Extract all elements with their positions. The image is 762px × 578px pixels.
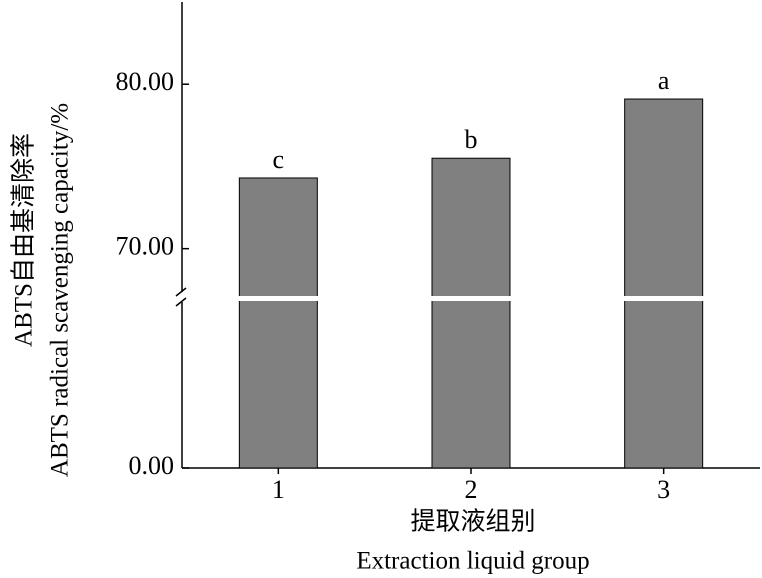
bar [624,98,704,469]
y-tick-label: 0.00 [129,451,175,480]
y-tick-label: 70.00 [116,232,175,261]
x-tick-label: 1 [272,475,285,504]
axis-break [175,297,187,307]
x-axis-title: Extraction liquid group [356,548,589,575]
bar-break-gap [238,296,319,301]
bar-break-gap [623,296,704,301]
significance-letter: a [658,66,670,95]
bar [431,157,511,469]
bar [238,177,318,469]
y-axis-title: ABTS自由基清除率 [10,133,38,347]
significance-letter: c [273,145,285,174]
x-tick-label: 2 [465,475,478,504]
x-tick-label: 3 [657,475,670,504]
axis-break [175,287,187,297]
y-tick-label: 80.00 [116,67,175,96]
x-axis-title: 提取液组别 [410,508,535,536]
bar-break-gap [431,296,511,301]
significance-letter: b [465,125,478,154]
y-axis-title: ABTS radical scavenging capacity/% [47,103,74,477]
